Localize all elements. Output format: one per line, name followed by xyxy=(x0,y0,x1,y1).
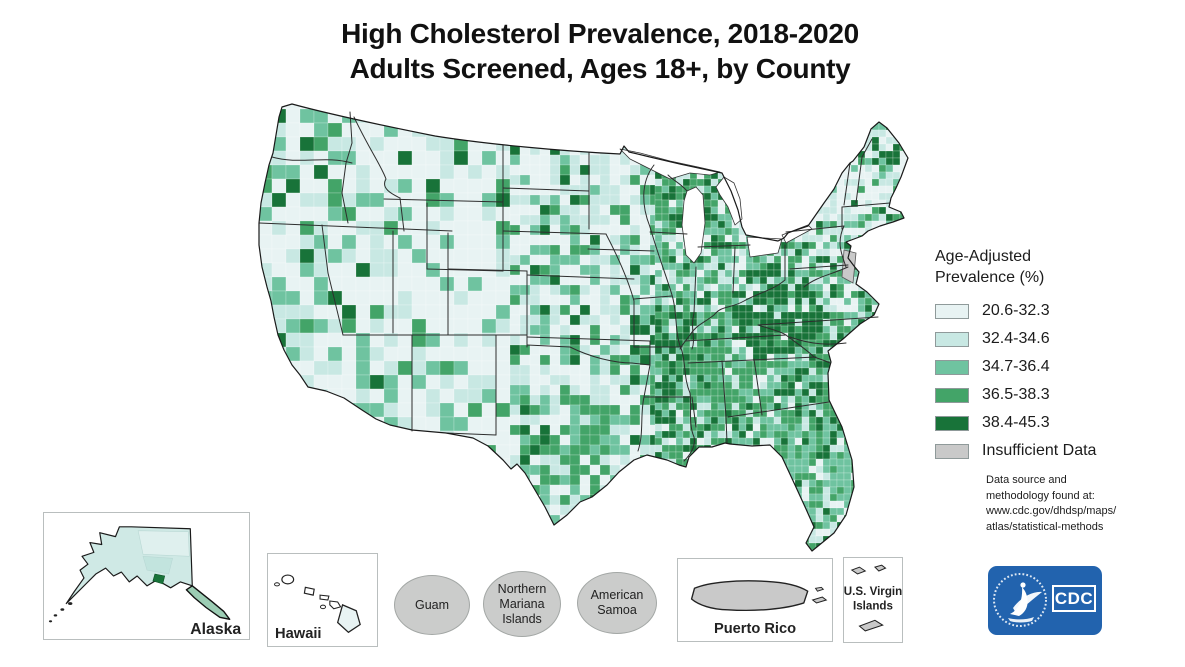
alaska-panhandle xyxy=(185,585,231,621)
legend-row: 34.7-36.4 xyxy=(935,353,1165,381)
guam-inset: Guam xyxy=(394,575,470,635)
page-title: High Cholesterol Prevalence, 2018-2020 A… xyxy=(205,16,995,86)
legend-rows: 20.6-32.3 32.4-34.6 34.7-36.4 36.5-38.3 … xyxy=(935,297,1165,465)
hawaii-label: Hawaii xyxy=(275,626,321,642)
hawaii-big-island xyxy=(336,604,361,634)
legend-label-class-1: 20.6-32.3 xyxy=(982,302,1050,319)
st-croix-shape xyxy=(858,619,884,632)
us-virgin-islands-inset: U.S. Virgin Islands xyxy=(843,557,903,643)
legend-title-line-2: Prevalence (%) xyxy=(935,269,1045,286)
title-line-1: High Cholesterol Prevalence, 2018-2020 xyxy=(341,18,859,49)
source-note-line: methodology found at: xyxy=(986,489,1095,502)
alaska-label: Alaska xyxy=(190,621,241,638)
legend-row: 20.6-32.3 xyxy=(935,297,1165,325)
legend-row: 32.4-34.6 xyxy=(935,325,1165,353)
legend-title-line-1: Age-Adjusted xyxy=(935,248,1032,265)
american-samoa-label-line: American xyxy=(590,588,644,602)
legend-row: Insufficient Data xyxy=(935,437,1165,465)
legend-swatch-class-5 xyxy=(935,415,969,431)
legend-row: 36.5-38.3 xyxy=(935,381,1165,409)
northern-mariana-label-line: Islands xyxy=(502,611,542,626)
title-line-2: Adults Screened, Ages 18+, by County xyxy=(349,53,851,84)
legend-label-insufficient: Insufficient Data xyxy=(982,442,1097,459)
northern-mariana-label-line: Northern xyxy=(497,581,547,596)
cdc-logo: CDC xyxy=(988,566,1102,635)
legend-swatch-class-1 xyxy=(935,303,969,319)
legend-label-class-4: 36.5-38.3 xyxy=(982,386,1050,403)
source-note-link-text: atlas/statistical-methods xyxy=(986,520,1104,533)
map-legend: Age-Adjusted Prevalence (%) 20.6-32.3 32… xyxy=(935,246,1165,465)
puerto-rico-label: Puerto Rico xyxy=(714,621,796,637)
cdc-acronym: CDC xyxy=(1054,588,1094,608)
legend-swatch-class-2 xyxy=(935,331,969,347)
american-samoa-inset: American Samoa xyxy=(577,572,657,634)
usvi-label-line: Islands xyxy=(853,600,893,613)
northern-mariana-inset: Northern Mariana Islands xyxy=(483,571,561,637)
hawaii-inset: Hawaii xyxy=(267,553,378,647)
us-map-svg xyxy=(258,103,909,552)
us-county-choropleth-map xyxy=(230,95,930,570)
legend-label-class-2: 32.4-34.6 xyxy=(982,330,1050,347)
alaska-inset: Alaska xyxy=(43,512,250,640)
legend-row: 38.4-45.3 xyxy=(935,409,1165,437)
legend-label-class-5: 38.4-45.3 xyxy=(982,414,1050,431)
guam-label: Guam xyxy=(414,597,450,612)
source-note-link-text: www.cdc.gov/dhdsp/maps/ xyxy=(986,505,1117,517)
usvi-label-line: U.S. Virgin xyxy=(844,585,902,598)
american-samoa-label-line: Samoa xyxy=(597,603,637,617)
northern-mariana-label-line: Mariana xyxy=(499,596,545,611)
puerto-rico-shape xyxy=(690,580,809,612)
hhs-eagle-icon xyxy=(993,573,1047,627)
legend-swatch-class-4 xyxy=(935,387,969,403)
legend-label-class-3: 34.7-36.4 xyxy=(982,358,1050,375)
puerto-rico-inset: Puerto Rico xyxy=(677,558,833,642)
legend-title: Age-Adjusted Prevalence (%) xyxy=(935,246,1165,288)
source-note-line: Data source and xyxy=(986,474,1067,486)
insufficient-data-region-nj xyxy=(841,249,857,284)
legend-swatch-class-3 xyxy=(935,359,969,375)
data-source-note: Data source and methodology found at: ww… xyxy=(986,473,1116,535)
cdc-acronym-box: CDC xyxy=(1052,585,1096,612)
legend-swatch-insufficient xyxy=(935,443,969,459)
